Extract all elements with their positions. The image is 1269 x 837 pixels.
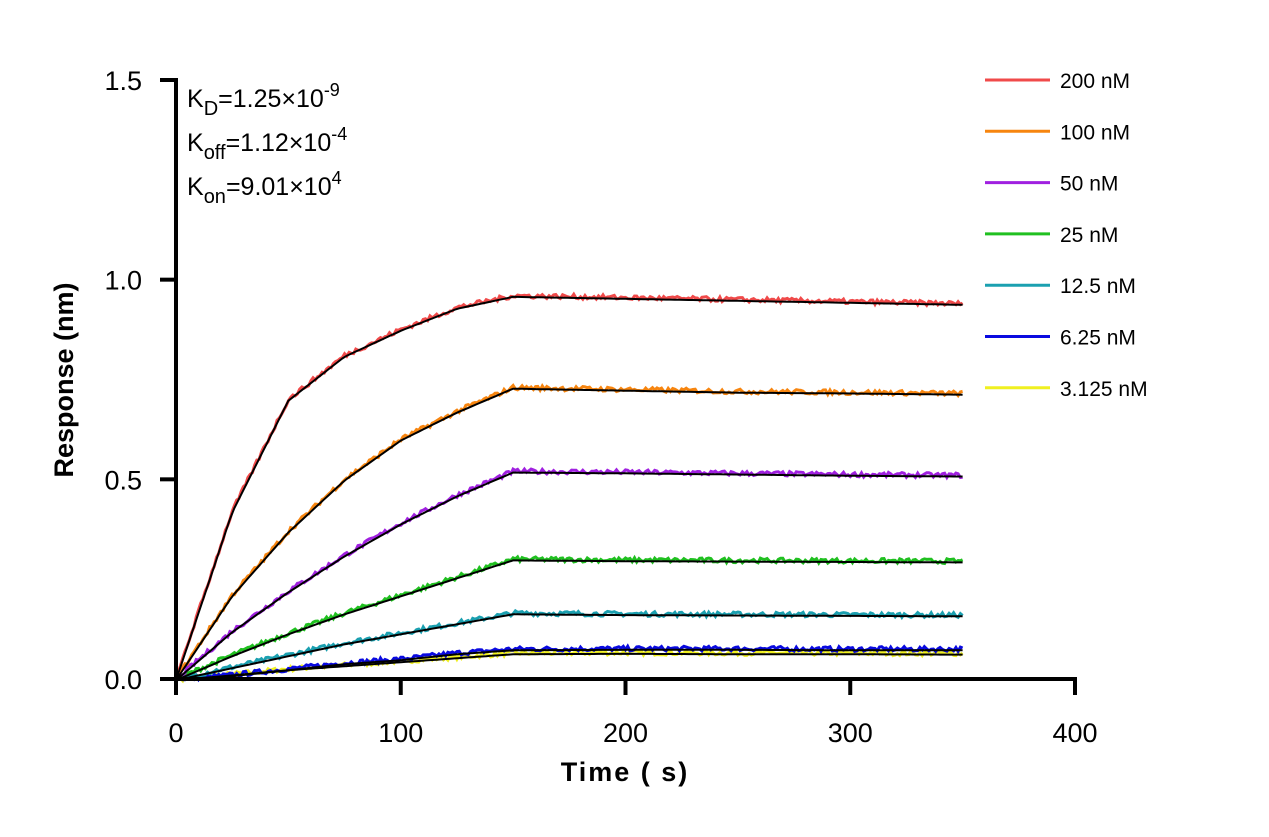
legend-item: 12.5 nM	[985, 275, 1136, 298]
legend-item: 100 nM	[985, 121, 1130, 144]
legend-item: 6.25 nM	[985, 327, 1136, 350]
y-tick-label: 0.0	[104, 665, 142, 695]
series-line-100-nM	[174, 383, 963, 680]
legend-item: 3.125 nM	[985, 378, 1148, 401]
x-tick-label: 0	[168, 718, 183, 748]
y-tick-label: 1.0	[104, 266, 142, 296]
kinetic-constant: Koff=1.12×10-4	[187, 124, 347, 164]
x-tick-label: 300	[828, 718, 873, 748]
fit-line-12-5-nM	[175, 613, 963, 682]
legend-label: 50 nM	[1060, 173, 1118, 196]
legend-label: 100 nM	[1060, 121, 1130, 144]
y-tick-label: 1.5	[104, 66, 142, 96]
y-tick-label: 0.5	[104, 465, 142, 495]
axes	[174, 78, 1077, 681]
legend-item: 50 nM	[985, 173, 1118, 196]
x-axis-label: Time ( s)	[561, 757, 690, 787]
fit-line-200-nM	[175, 295, 963, 681]
legend-label: 12.5 nM	[1060, 275, 1136, 298]
fit-line-25-nM	[175, 559, 963, 682]
legend-item: 25 nM	[985, 224, 1118, 247]
legend-label: 25 nM	[1060, 224, 1118, 247]
fit-line-50-nM	[175, 471, 963, 681]
legend-label: 6.25 nM	[1060, 327, 1136, 350]
legend-item: 200 nM	[985, 70, 1130, 93]
x-ticks: 0 100 200 300 400	[168, 679, 1098, 748]
plot-area	[174, 291, 964, 684]
x-tick-label: 100	[378, 718, 423, 748]
series-line-25-nM	[175, 554, 964, 681]
x-tick-label: 400	[1052, 718, 1097, 748]
kinetic-constant: KD=1.25×10-9	[187, 80, 340, 120]
y-ticks: 0.0 0.5 1.0 1.5	[104, 66, 176, 695]
x-tick-label: 200	[603, 718, 648, 748]
fit-line-100-nM	[175, 387, 963, 681]
series-line-200-nM	[174, 291, 964, 680]
legend: 200 nM 100 nM 50 nM 25 nM 12.5 nM 6.25 nM 3.12…	[985, 70, 1148, 401]
legend-label: 3.125 nM	[1060, 378, 1148, 401]
fit-line-3-125-nM	[175, 652, 963, 682]
legend-label: 200 nM	[1060, 70, 1130, 93]
y-axis-label: Response (nm)	[49, 282, 79, 477]
series-line-50-nM	[175, 466, 963, 681]
kinetic-constant: Kon=9.01×104	[187, 168, 342, 208]
